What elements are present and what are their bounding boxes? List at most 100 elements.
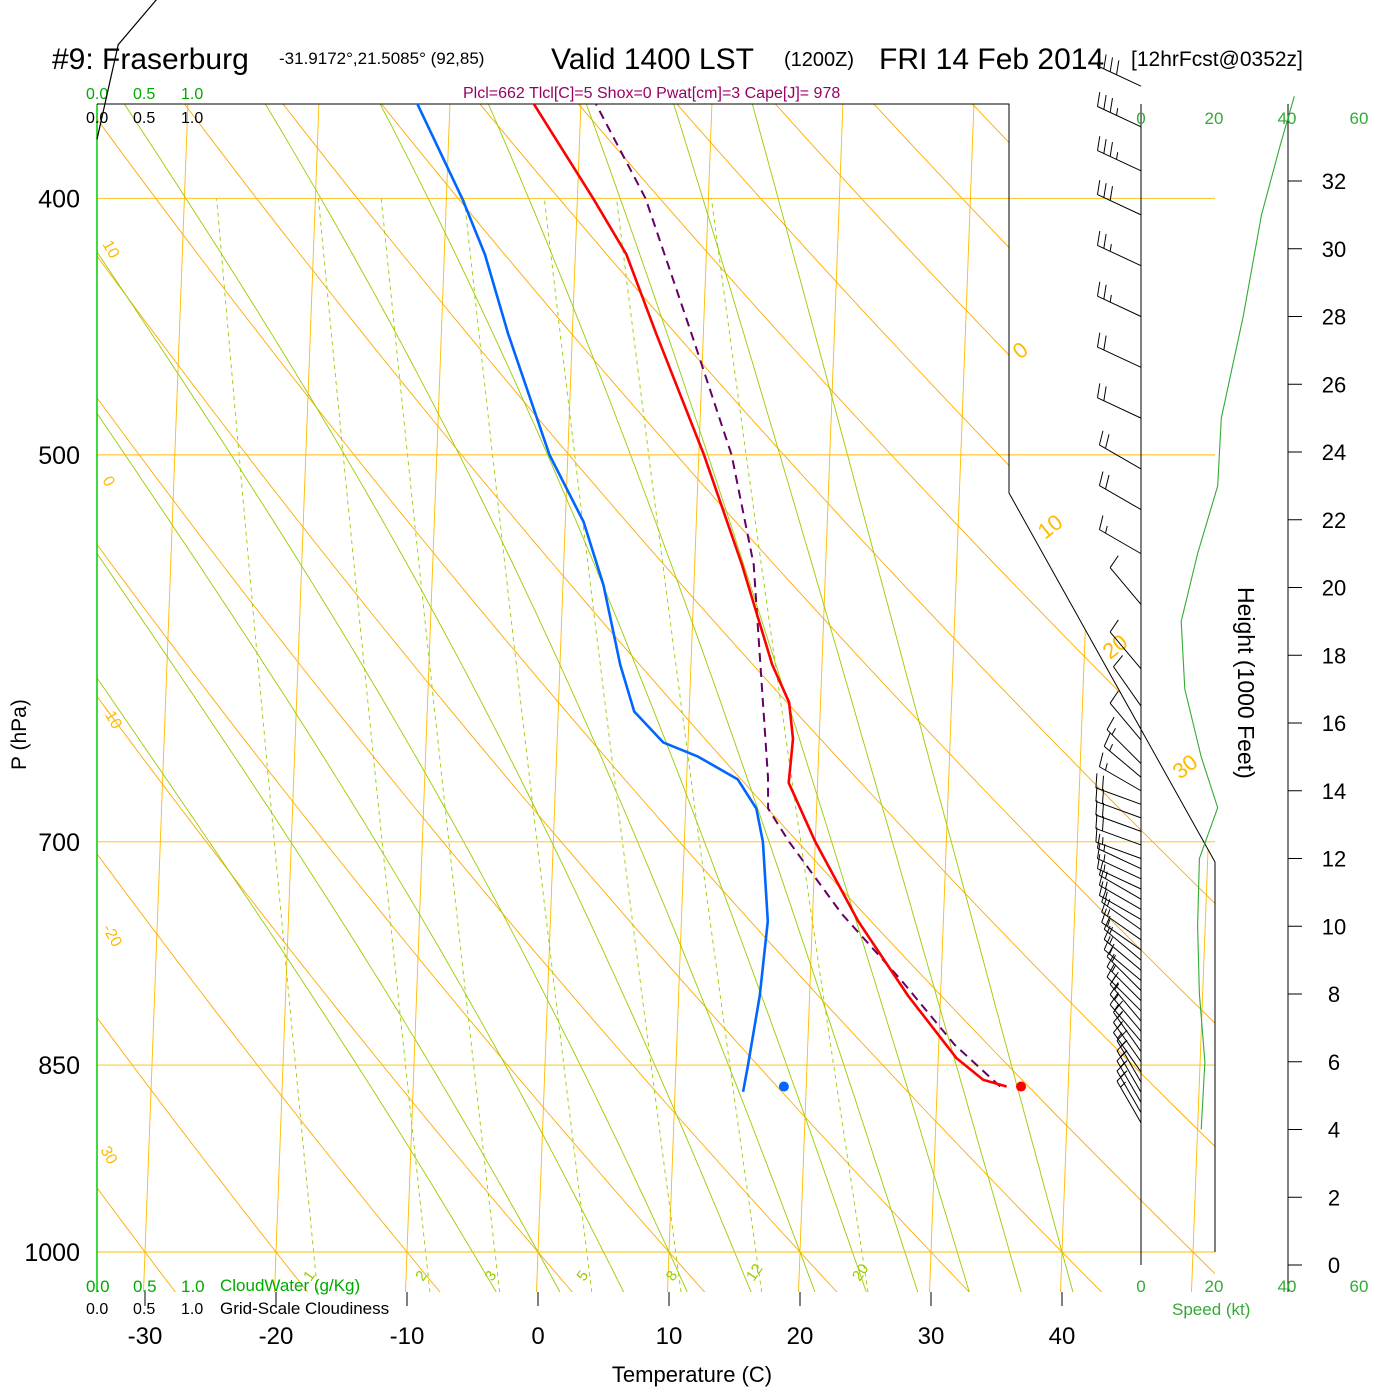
station-title: #9: Fraserburg	[52, 43, 249, 76]
x-axis-label: Temperature (C)	[612, 1362, 772, 1387]
speed-tick-label-top: 20	[1205, 109, 1224, 128]
cloudiness-scale-bottom: 0.5	[133, 1301, 155, 1318]
temperature-axis: -30 -20 -10 0 10 20 30 40	[128, 1292, 1076, 1350]
dry-adiabat-line	[532, 104, 1215, 1292]
isotherm-line	[404, 104, 469, 1292]
wind-barb	[1097, 383, 1142, 419]
dry-adiabat-line	[97, 104, 1215, 1292]
dry-adiabat-line	[97, 104, 454, 1292]
dry-adiabat-label: 10	[99, 238, 123, 262]
forecast-info: [12hrFcst@0352z]	[1131, 48, 1303, 71]
wind-barb	[1097, 136, 1142, 172]
isotherm-line	[928, 104, 993, 1292]
wind-barb	[1101, 888, 1142, 931]
speed-tick-label-bottom: 40	[1278, 1277, 1297, 1296]
wind-barb	[1103, 925, 1142, 971]
temperature-tick-label: -20	[259, 1323, 294, 1350]
height-tick-label: 0	[1328, 1253, 1340, 1278]
height-tick-label: 6	[1328, 1050, 1340, 1075]
moist-adiabat-line	[509, 104, 1027, 1292]
temperature-tick-label: -30	[128, 1323, 163, 1350]
cloudiness-scale-bottom: 1.0	[181, 1301, 203, 1318]
cloudwater-scale-bottom: 0.0	[86, 1277, 110, 1296]
height-tick-label: 26	[1322, 372, 1346, 397]
speed-tick-label-top: 40	[1278, 109, 1297, 128]
cloudiness-scale-top: 1.0	[181, 110, 203, 127]
cloudwater-legend: CloudWater (g/Kg)	[220, 1276, 360, 1295]
height-tick-label: 20	[1322, 576, 1346, 601]
speed-legend: Speed (kt)	[1172, 1300, 1250, 1319]
wind-barb	[1103, 936, 1142, 981]
dry-adiabat-line	[183, 104, 1215, 1292]
wind-barb	[1098, 881, 1142, 920]
temperature-tick-label: 0	[531, 1323, 544, 1350]
height-axis-label: Height (1000 Feet)	[1233, 587, 1259, 779]
mixing-ratio-line	[463, 198, 595, 1292]
height-tick-label: 28	[1322, 305, 1346, 330]
dry-adiabats	[97, 104, 1215, 1292]
wind-barb	[1098, 860, 1142, 900]
dry-adiabat-line	[793, 104, 1215, 1292]
valid-date: FRI 14 Feb 2014	[879, 43, 1104, 76]
grid-labels: 0 10 20 30 10 0 -10 -20 30	[97, 238, 1203, 1168]
mixing-ratio-label: 8	[663, 1268, 682, 1285]
moist-adiabat-line	[97, 104, 822, 1292]
wind-barb	[1097, 854, 1142, 890]
dry-adiabat-line	[97, 104, 321, 1292]
cloudiness-legend: Grid-Scale Cloudiness	[220, 1299, 389, 1318]
wind-barb	[1095, 773, 1142, 805]
speed-tick-label-bottom: 20	[1205, 1277, 1224, 1296]
wind-barb	[1097, 230, 1142, 267]
wind-barb	[1097, 180, 1142, 216]
mixing-ratio-line	[543, 198, 684, 1292]
wind-barb	[1095, 827, 1142, 859]
station-coords: -31.9172°,21.5085° (92,85)	[279, 49, 484, 68]
moist-adiabat-line	[386, 104, 975, 1292]
wind-barb	[1097, 332, 1142, 368]
height-tick-label: 4	[1328, 1118, 1340, 1143]
height-tick-label: 14	[1322, 779, 1346, 804]
cloudwater-scale-bottom: 1.0	[181, 1277, 205, 1296]
cloudwater-scale-bottom: 0.5	[133, 1277, 157, 1296]
dry-adiabat-label: 0	[99, 474, 118, 490]
height-tick-label: 16	[1322, 711, 1346, 736]
cloudiness-line	[96, 0, 157, 140]
dry-adiabat-line	[97, 104, 1215, 1292]
wind-barb	[1097, 92, 1142, 128]
wind-barb	[1109, 619, 1142, 670]
wind-barb	[1098, 871, 1142, 910]
dry-adiabat-line	[97, 104, 720, 1292]
y-axis-label: P (hPa)	[8, 699, 31, 770]
temperature-tick-label: -10	[390, 1323, 425, 1350]
isotherm-line	[142, 104, 207, 1292]
profiles	[97, 104, 1007, 1093]
mixing-ratio-label: 5	[574, 1268, 593, 1285]
wind-barb	[1098, 471, 1142, 511]
mixing-ratio-label: 3	[482, 1268, 501, 1285]
isotherms	[142, 104, 1215, 1292]
wind-speed-line	[1180, 96, 1295, 1130]
mixing-ratio-lines	[216, 198, 871, 1292]
temperature-tick-label: 40	[1049, 1323, 1076, 1350]
pressure-axis: 2503004005007008501000	[24, 185, 80, 1267]
height-tick-label: 10	[1322, 914, 1346, 939]
moist-adiabat-line	[612, 104, 1078, 1292]
moist-adiabat-line	[97, 104, 570, 1292]
isotherm-label: 20	[1098, 629, 1133, 664]
pressure-tick-label: 850	[38, 1052, 80, 1080]
speed-tick-label-bottom: 0	[1136, 1277, 1145, 1296]
cloudiness-scale-bottom: 0.0	[86, 1301, 108, 1318]
dry-adiabat-line	[97, 104, 1215, 1292]
pressure-tick-label: 400	[38, 185, 80, 213]
dry-adiabat-line	[270, 104, 1215, 1292]
cloudiness-scale-top: 0.5	[133, 110, 155, 127]
utc-time: (1200Z)	[784, 49, 854, 71]
dry-adiabat-label: 30	[97, 1144, 121, 1168]
pressure-tick-label: 700	[38, 829, 80, 857]
height-tick-label: 22	[1322, 508, 1346, 533]
wind-barb	[1097, 844, 1142, 880]
speed-tick-label-bottom: 60	[1350, 1277, 1369, 1296]
isotherm-line	[273, 104, 338, 1292]
